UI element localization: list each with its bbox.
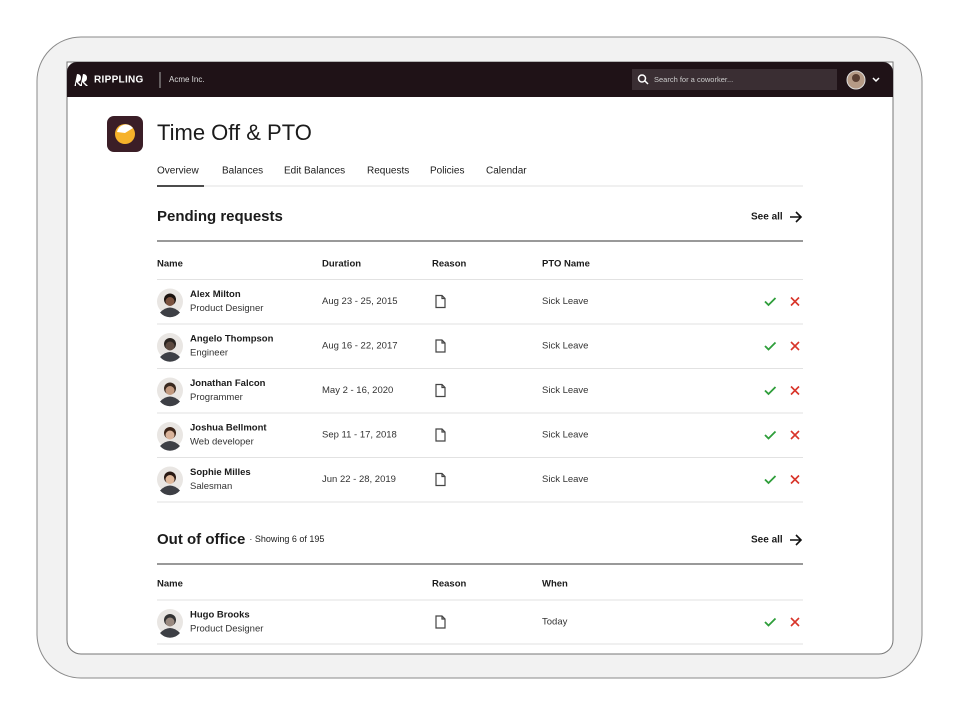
search-icon: [637, 74, 647, 83]
column-header: Name: [157, 259, 183, 270]
column-header: Name: [157, 579, 183, 590]
tab[interactable]: Calendar: [486, 166, 527, 177]
section-title: Out of office · Showing 6 of 195: [157, 531, 324, 548]
reject-button[interactable]: [790, 617, 800, 627]
tab[interactable]: Policies: [430, 166, 464, 177]
approve-button[interactable]: [764, 475, 777, 485]
see-all-arrow[interactable]: [790, 211, 803, 223]
pto-name: Sick Leave: [542, 474, 588, 485]
tab[interactable]: Edit Balances: [284, 166, 345, 177]
reject-button[interactable]: [790, 341, 800, 351]
document-icon[interactable]: [435, 472, 446, 487]
avatar: [165, 430, 175, 440]
reject-button[interactable]: [790, 474, 800, 485]
person-name: Jonathan Falcon: [190, 378, 266, 389]
document-icon[interactable]: [435, 294, 446, 309]
person-name: Hugo Brooks: [190, 610, 250, 621]
avatar: [160, 441, 180, 451]
person-name: Alex Milton: [190, 289, 241, 300]
brand-logo: [74, 74, 88, 86]
person-name: Angelo Thompson: [190, 334, 274, 345]
tab[interactable]: Balances: [222, 166, 263, 177]
avatar: [160, 485, 180, 496]
avatar: [165, 475, 175, 484]
document-icon[interactable]: [435, 339, 446, 353]
duration: Aug 16 - 22, 2017: [322, 341, 398, 352]
avatar: [165, 297, 175, 306]
approve-button[interactable]: [764, 386, 777, 396]
pto-name: Sick Leave: [542, 430, 588, 441]
duration: Jun 22 - 28, 2019: [322, 474, 396, 485]
reject-button[interactable]: [790, 430, 800, 440]
brand: RIPPLING: [94, 75, 144, 86]
approve-button[interactable]: [764, 430, 777, 440]
app-icon: [117, 124, 133, 133]
person-role: Product Designer: [190, 303, 263, 314]
person-role: Web developer: [190, 437, 254, 448]
section-subtitle: · Showing 6 of 195: [249, 534, 324, 544]
approve-button[interactable]: [764, 297, 777, 307]
section-title: Pending requests: [157, 208, 283, 225]
tab[interactable]: Requests: [367, 166, 409, 177]
when: Today: [542, 617, 568, 628]
column-header: When: [542, 579, 568, 590]
avatar: [160, 307, 180, 318]
person-role: Product Designer: [190, 624, 263, 635]
reject-button[interactable]: [790, 385, 800, 396]
page-title: Time Off & PTO: [157, 120, 312, 145]
see-all-arrow[interactable]: [790, 534, 803, 546]
duration: Aug 23 - 25, 2015: [322, 296, 398, 307]
person-name: Joshua Bellmont: [190, 423, 267, 434]
reject-button[interactable]: [790, 296, 800, 307]
person-role: Engineer: [190, 348, 228, 359]
column-header: PTO Name: [542, 259, 590, 270]
tab[interactable]: Overview: [157, 166, 199, 177]
user-avatar: [852, 74, 860, 82]
document-icon[interactable]: [435, 383, 446, 398]
menu-caret[interactable]: [872, 77, 880, 83]
column-header: Reason: [432, 259, 467, 270]
duration: Sep 11 - 17, 2018: [322, 430, 397, 441]
approve-button[interactable]: [764, 617, 777, 627]
pto-name: Sick Leave: [542, 341, 588, 352]
section-title-text: Out of office: [157, 531, 245, 548]
document-icon[interactable]: [435, 615, 446, 629]
person-role: Programmer: [190, 392, 243, 403]
column-header: Duration: [322, 259, 361, 270]
duration: May 2 - 16, 2020: [322, 385, 393, 396]
search-placeholder: Search for a coworker...: [654, 75, 733, 84]
avatar: [160, 396, 180, 407]
person-name: Sophie Milles: [190, 467, 251, 478]
see-all[interactable]: See all: [751, 212, 783, 223]
search-icon: [644, 80, 649, 85]
pto-name: Sick Leave: [542, 296, 588, 307]
avatar: [165, 386, 175, 395]
pto-name: Sick Leave: [542, 385, 588, 396]
company: Acme Inc.: [169, 75, 205, 84]
avatar: [165, 341, 175, 351]
avatar: [165, 617, 175, 627]
document-icon[interactable]: [435, 428, 446, 442]
search-box[interactable]: [632, 69, 837, 90]
avatar: [160, 628, 180, 638]
device-screen: [66, 61, 894, 655]
avatar: [160, 352, 180, 362]
column-header: Reason: [432, 579, 467, 590]
see-all[interactable]: See all: [751, 535, 783, 546]
person-role: Salesman: [190, 481, 232, 492]
approve-button[interactable]: [764, 341, 777, 351]
